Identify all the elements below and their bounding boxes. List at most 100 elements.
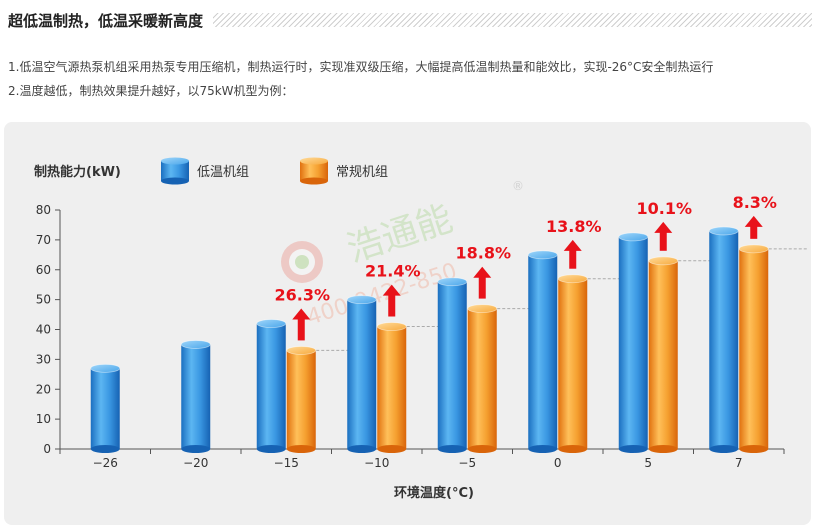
legend: 低温机组 常规机组: [161, 157, 388, 185]
watermark-brand: 浩通能: [342, 198, 457, 270]
y-tick-label: 60: [36, 263, 51, 277]
bar-low-temp-top: [90, 363, 121, 373]
bar-normal-base: [377, 445, 407, 453]
bar-low-temp-top: [708, 226, 739, 236]
y-tick-label: 10: [36, 412, 51, 426]
bar-normal-base: [739, 445, 769, 453]
bar-normal-body: [648, 260, 678, 449]
improvement-label: 26.3%: [274, 286, 330, 305]
x-axis-label: 环境温度(°C): [394, 485, 474, 501]
bar-low-temp-body: [256, 323, 286, 449]
x-tick-label: 0: [554, 456, 562, 470]
y-tick-label: 70: [36, 233, 51, 247]
bar-low-temp-top: [180, 340, 211, 349]
legend-low-temp: 低温机组: [161, 157, 249, 185]
bar-low-temp-top: [346, 295, 377, 305]
bar-normal: [648, 256, 679, 453]
arrow-head: [744, 215, 763, 227]
bar-low-temp: [180, 340, 211, 453]
bar-normal-body: [286, 350, 316, 449]
arrow-shaft: [297, 318, 305, 341]
y-axis-label: 制热能力(kW): [34, 164, 121, 180]
y-tick-label: 40: [36, 323, 51, 337]
y-tick-label: 50: [36, 293, 51, 307]
arrow-shaft: [569, 249, 577, 269]
bar-low-temp: [437, 277, 468, 453]
bar-normal-top: [467, 304, 498, 313]
x-tick-label: −5: [458, 456, 476, 470]
bar-low-temp-base: [256, 445, 286, 453]
bar-series: [90, 226, 769, 453]
bar-normal-top: [376, 322, 407, 331]
bar-low-temp-body: [618, 236, 648, 449]
improvement-arrow: 21.4%: [365, 262, 421, 317]
improvement-arrows: 26.3% 21.4% 18.8% 13.8% 10.1% 8.3%: [274, 193, 777, 341]
bar-normal: [557, 274, 588, 453]
bar-low-temp-body: [181, 344, 211, 449]
arrow-head: [382, 284, 401, 296]
bar-low-temp: [90, 363, 121, 453]
bar-low-temp-top: [256, 319, 287, 328]
bar-normal: [376, 322, 407, 453]
legend-normal-label: 常规机组: [336, 165, 388, 180]
x-tick-label: 5: [644, 456, 652, 470]
bar-low-temp: [256, 319, 287, 453]
bar-normal: [467, 304, 498, 453]
arrow-head: [563, 239, 582, 251]
bar-normal-body: [558, 278, 588, 449]
improvement-label: 13.8%: [546, 217, 602, 236]
improvement-label: 8.3%: [733, 193, 777, 212]
description-line-1: 1.低温空气源热泵机组采用热泵专用压缩机，制热运行时，实现准双级压缩，大幅提高低…: [8, 60, 714, 74]
arrow-shaft: [478, 276, 486, 299]
bar-low-temp-body: [528, 254, 558, 449]
bar-normal: [738, 244, 769, 453]
bar-normal-base: [467, 445, 497, 453]
bar-low-temp-base: [437, 445, 467, 453]
legend-low-temp-label: 低温机组: [197, 165, 249, 180]
bar-low-temp: [618, 232, 649, 453]
arrow-head: [473, 266, 492, 278]
x-tick-label: −10: [364, 456, 389, 470]
x-tick-label: −26: [93, 456, 118, 470]
bar-normal-top: [648, 256, 679, 266]
bar-low-temp-base: [709, 445, 739, 453]
bar-low-temp: [527, 250, 558, 453]
bar-normal: [286, 346, 317, 453]
bar-low-temp-body: [347, 299, 377, 449]
bar-normal-body: [377, 326, 407, 449]
legend-low-temp-swatch: [161, 157, 189, 185]
arrow-shaft: [750, 225, 758, 239]
improvement-label: 21.4%: [365, 262, 421, 281]
y-tick-label: 20: [36, 382, 51, 396]
improvement-label: 18.8%: [455, 244, 511, 263]
bar-low-temp-base: [90, 445, 120, 453]
y-tick-label: 0: [43, 442, 51, 456]
bar-low-temp: [346, 295, 377, 453]
bar-low-temp-body: [709, 230, 739, 449]
legend-normal: 常规机组: [300, 157, 388, 185]
watermark-logo-icon: [281, 241, 323, 283]
bar-low-temp-top: [437, 277, 468, 287]
y-tick-label: 80: [36, 203, 51, 217]
bar-low-temp-body: [90, 368, 120, 449]
bar-normal-base: [286, 445, 316, 453]
bar-low-temp-top: [527, 250, 558, 260]
bar-normal-base: [648, 445, 678, 453]
x-tick-label: −15: [274, 456, 299, 470]
bar-normal-top: [557, 274, 588, 284]
improvement-arrow: 13.8%: [546, 217, 602, 269]
improvement-arrow: 18.8%: [455, 244, 511, 299]
bar-low-temp-body: [437, 281, 467, 449]
improvement-arrow: 8.3%: [733, 193, 777, 239]
arrow-shaft: [388, 294, 396, 317]
description-line-2: 2.温度越低，制热效果提升越好，以75kW机型为例：: [8, 84, 294, 98]
bar-normal-base: [558, 445, 588, 453]
bar-low-temp: [708, 226, 739, 453]
section-title: 超低温制热，低温采暖新高度: [8, 10, 214, 31]
improvement-arrow: 10.1%: [636, 199, 692, 251]
y-tick-label: 30: [36, 352, 51, 366]
bar-low-temp-top: [618, 232, 649, 242]
chart-axes: 0 10 20 30 40 50 60 70 80 −26 −20 −15 −10 −5 0 5 7: [36, 203, 785, 470]
bar-normal-top: [286, 346, 317, 355]
